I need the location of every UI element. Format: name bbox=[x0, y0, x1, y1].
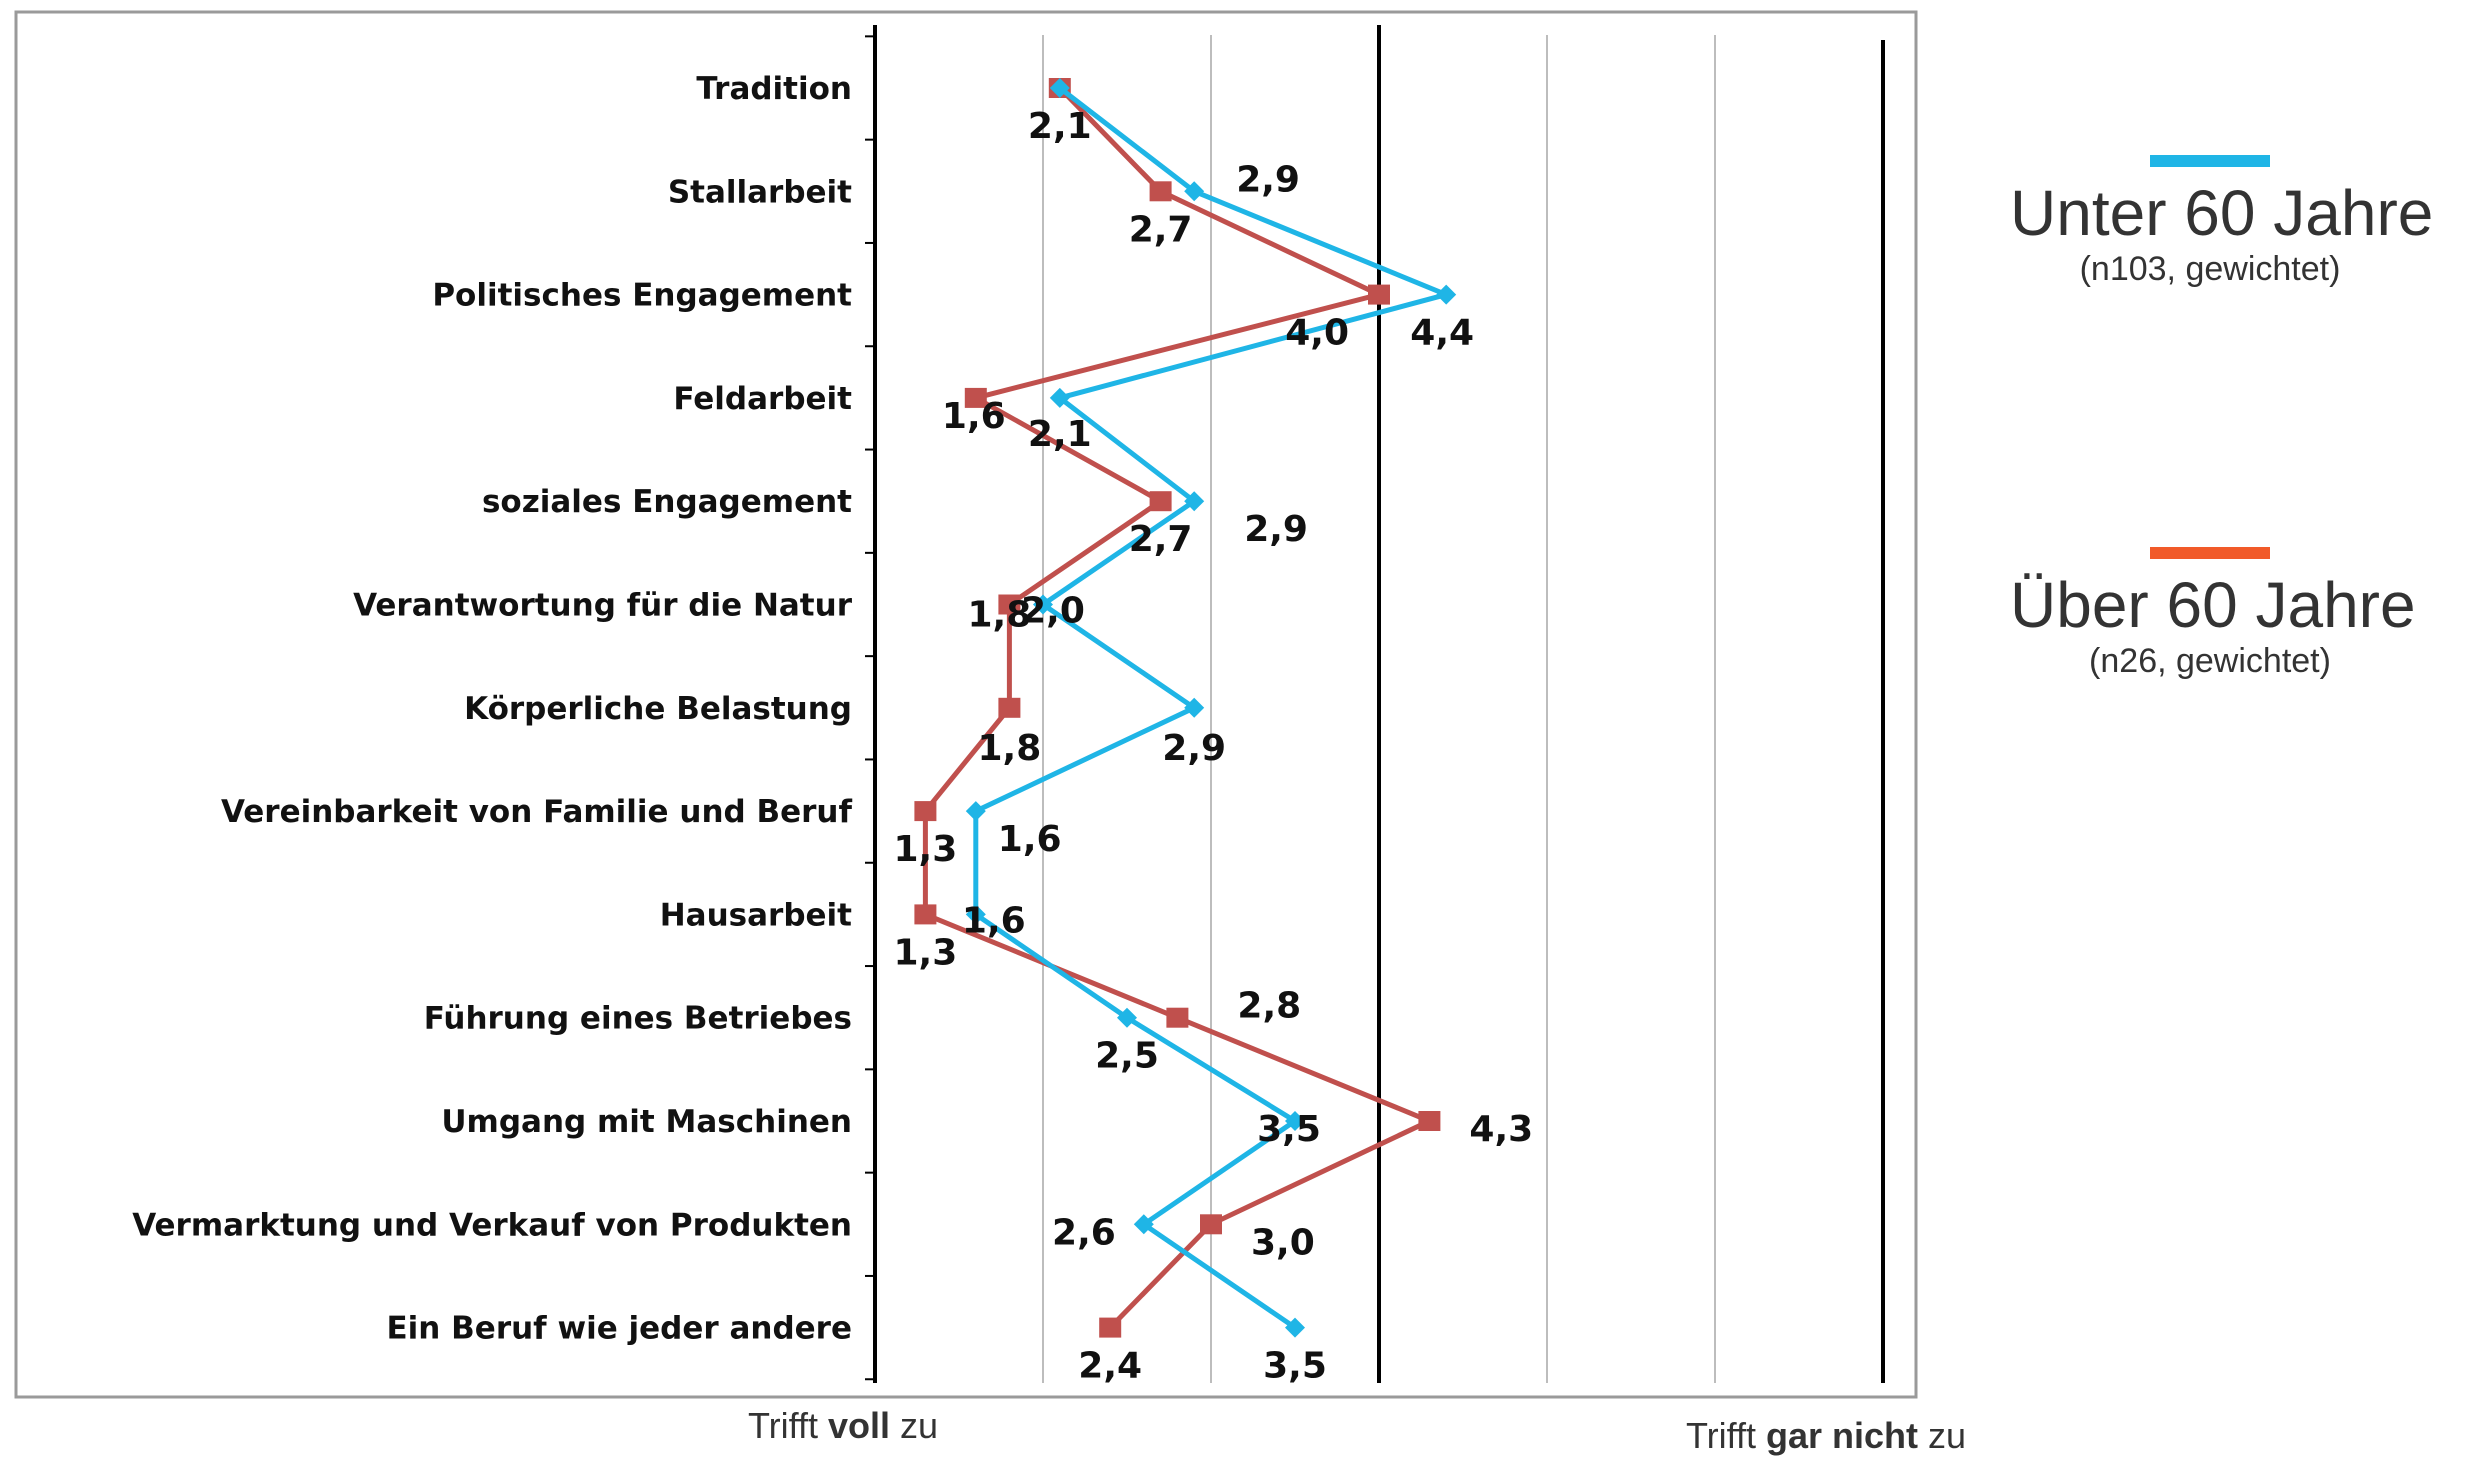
data-label: 4,3 bbox=[1469, 1109, 1533, 1150]
legend-swatch-unter-60 bbox=[2150, 155, 2270, 167]
marker-diamond bbox=[1285, 1317, 1305, 1338]
marker-diamond bbox=[1049, 387, 1070, 408]
axis-end-label: Trifft gar nicht zu bbox=[1686, 1415, 1966, 1457]
marker-square bbox=[1166, 1007, 1189, 1028]
data-label: 2,7 bbox=[1129, 209, 1193, 250]
marker-square bbox=[914, 904, 937, 925]
marker-diamond bbox=[965, 801, 986, 822]
data-label: 1,8 bbox=[968, 595, 1032, 636]
data-label: 2,0 bbox=[1021, 591, 1085, 632]
data-label: 2,8 bbox=[1237, 986, 1301, 1027]
marker-square bbox=[964, 387, 987, 408]
marker-diamond bbox=[1133, 1214, 1154, 1235]
axis-end-pre: Trifft bbox=[1686, 1415, 1766, 1456]
marker-square bbox=[998, 697, 1021, 718]
marker-square bbox=[1418, 1111, 1441, 1131]
legend-label-unter-60: Unter 60 Jahre bbox=[2010, 177, 2434, 249]
category-label: Körperliche Belastung bbox=[464, 691, 852, 727]
axis-start-pre: Trifft bbox=[748, 1405, 828, 1446]
marker-diamond bbox=[1117, 1007, 1137, 1028]
legend-label-ueber-60: Über 60 Jahre bbox=[2010, 569, 2416, 641]
marker-square bbox=[1149, 491, 1172, 512]
category-labels: Tradition Stallarbeit Politisches Engageme… bbox=[132, 71, 852, 1347]
data-label: 2,5 bbox=[1095, 1036, 1159, 1077]
plot-frame bbox=[14, 10, 1918, 1399]
data-label: 1,6 bbox=[962, 900, 1026, 941]
marker-diamond bbox=[1033, 594, 1053, 615]
data-label: 1,6 bbox=[942, 396, 1006, 437]
marker-diamond bbox=[965, 904, 986, 925]
legend-note-ueber-60: (n26, gewichtet) bbox=[2089, 642, 2331, 680]
data-label: 1,6 bbox=[998, 819, 1062, 860]
data-label: 2,1 bbox=[1028, 414, 1092, 455]
marker-diamond bbox=[1436, 284, 1457, 305]
data-label: 1,3 bbox=[894, 829, 958, 870]
data-label: 2,9 bbox=[1236, 159, 1300, 200]
marker-diamond bbox=[1049, 78, 1070, 98]
marker-square bbox=[914, 801, 937, 822]
category-label: Vermarktung und Verkauf von Produkten bbox=[132, 1207, 852, 1243]
legend-swatch-ueber-60 bbox=[2150, 547, 2270, 559]
category-label: soziales Engagement bbox=[482, 484, 852, 520]
axis-start-bold: voll bbox=[828, 1405, 891, 1446]
legend-item-unter-60: Unter 60 Jahre (n103, gewichtet) bbox=[2010, 155, 2433, 289]
axis-lines bbox=[865, 25, 1885, 1383]
data-label: 2,9 bbox=[1244, 509, 1308, 550]
data-label: 3,0 bbox=[1251, 1222, 1315, 1263]
axis-start-post: zu bbox=[890, 1405, 939, 1446]
category-label: Politisches Engagement bbox=[432, 278, 852, 314]
axis-end-post: zu bbox=[1918, 1415, 1967, 1456]
data-label: 4,0 bbox=[1285, 313, 1349, 354]
marker-square bbox=[1099, 1317, 1122, 1338]
data-label: 2,6 bbox=[1052, 1212, 1116, 1253]
data-labels: 2,1 2,7 4,0 1,6 2,7 1,8 1,8 1,3 1,3 2,8 4,3 3,0 2,4 2… bbox=[894, 106, 1534, 1387]
category-label: Umgang mit Maschinen bbox=[441, 1104, 852, 1140]
data-label: 1,8 bbox=[978, 728, 1042, 769]
marker-square bbox=[1149, 181, 1172, 202]
category-label: Ein Beruf wie jeder andere bbox=[387, 1311, 853, 1347]
legend-item-ueber-60: Über 60 Jahre (n26, gewichtet) bbox=[2010, 547, 2416, 681]
marker-square bbox=[998, 594, 1021, 615]
legend-note-unter-60: (n103, gewichtet) bbox=[2079, 250, 2341, 288]
marker-diamond bbox=[1184, 181, 1205, 202]
data-label: 2,4 bbox=[1078, 1346, 1142, 1387]
marker-diamond bbox=[1184, 697, 1205, 718]
category-label: Vereinbarkeit von Familie und Beruf bbox=[221, 794, 853, 830]
marker-square bbox=[1368, 284, 1390, 305]
data-label: 1,3 bbox=[894, 932, 958, 973]
data-label: 3,5 bbox=[1263, 1346, 1327, 1387]
category-label: Führung eines Betriebes bbox=[424, 1001, 852, 1037]
series-lines bbox=[914, 78, 1457, 1338]
marker-diamond bbox=[1184, 491, 1205, 512]
data-label: 2,9 bbox=[1162, 728, 1226, 769]
grid-lines bbox=[1042, 35, 1716, 1383]
axis-end-bold: gar nicht bbox=[1766, 1415, 1919, 1456]
category-label: Verantwortung für die Natur bbox=[353, 588, 853, 624]
category-label: Stallarbeit bbox=[668, 174, 852, 210]
category-label: Tradition bbox=[696, 71, 852, 107]
marker-diamond bbox=[1285, 1111, 1305, 1131]
data-label: 3,5 bbox=[1257, 1109, 1321, 1150]
data-label: 4,4 bbox=[1410, 313, 1474, 354]
data-label: 2,1 bbox=[1028, 106, 1092, 147]
category-label: Feldarbeit bbox=[673, 381, 852, 417]
data-label: 2,7 bbox=[1129, 519, 1193, 560]
marker-square bbox=[1200, 1214, 1222, 1235]
axis-start-label: Trifft voll zu bbox=[748, 1405, 938, 1447]
category-label: Hausarbeit bbox=[660, 897, 852, 933]
